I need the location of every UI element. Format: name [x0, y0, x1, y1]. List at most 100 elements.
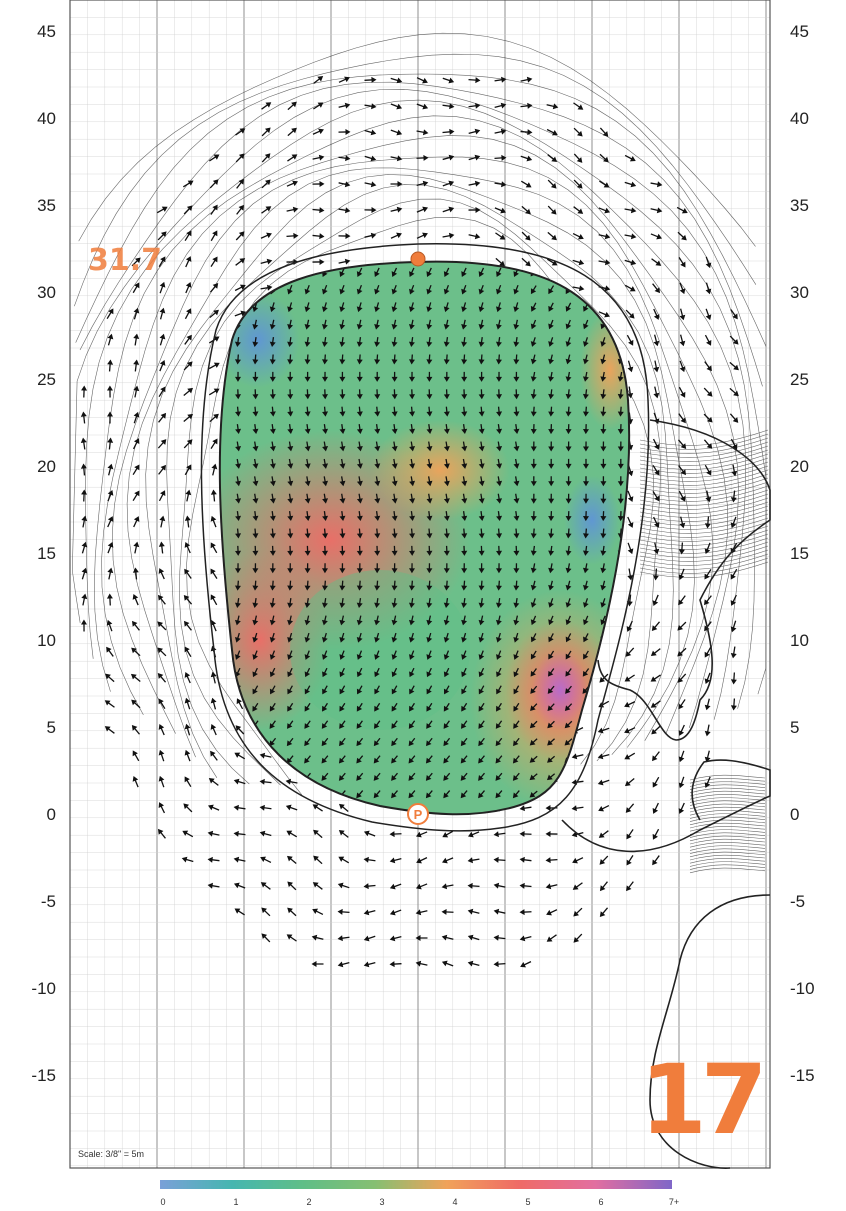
green-slope-arrow	[391, 685, 398, 695]
green-slope-arrow	[547, 738, 555, 746]
green-slope-arrow	[304, 337, 311, 348]
slope-arrow	[624, 233, 637, 240]
green-slope-arrow	[235, 528, 242, 539]
slope-arrow	[133, 516, 140, 528]
slope-arrow	[132, 464, 140, 476]
green-slope-arrow	[409, 511, 416, 522]
green-slope-arrow	[565, 458, 572, 469]
slope-contour	[639, 553, 769, 570]
green-slope-arrow	[321, 563, 328, 574]
green-slope-arrow	[548, 493, 555, 504]
slope-arrow	[571, 753, 584, 760]
green-slope-arrow	[338, 772, 346, 781]
slope-arrow	[678, 724, 685, 736]
green-slope-arrow	[495, 790, 503, 799]
slope-arrow	[653, 412, 660, 425]
slope-arrow	[156, 206, 168, 214]
slope-arrow	[184, 776, 192, 788]
green-slope-arrow	[252, 545, 259, 556]
slope-contour	[689, 806, 766, 813]
axis-label-left: -15	[31, 1066, 56, 1085]
slope-arrow	[286, 232, 299, 239]
slope-arrow	[158, 412, 167, 423]
slope-arrow	[312, 804, 323, 812]
green-slope-arrow	[548, 633, 554, 643]
green-slope-arrow	[495, 737, 503, 747]
green-slope-arrow	[234, 790, 242, 799]
green-slope-arrow	[478, 493, 485, 504]
green-slope-arrow	[565, 371, 572, 382]
green-slope-arrow	[600, 598, 607, 608]
green-slope-arrow	[391, 424, 398, 435]
slope-arrow	[208, 362, 220, 370]
slope-arrow	[652, 802, 659, 814]
slope-arrow	[158, 490, 166, 502]
green-slope-arrow	[426, 598, 433, 609]
slope-arrow	[233, 804, 246, 811]
slope-contour	[639, 549, 769, 566]
green-slope-arrow	[548, 371, 555, 382]
axis-label-right: 35	[790, 196, 809, 215]
green-slope-arrow	[321, 598, 328, 609]
slope-contour	[639, 437, 769, 454]
green-slope-arrow	[426, 685, 433, 695]
green-slope-arrow	[548, 615, 554, 626]
green-slope-arrow	[391, 389, 398, 400]
green-slope-arrow	[322, 545, 329, 556]
green-slope-arrow	[443, 267, 450, 277]
slope-arrow	[599, 855, 609, 865]
slope-arrow	[210, 568, 218, 579]
green-slope-arrow	[581, 790, 590, 798]
green-slope-arrow	[443, 650, 450, 660]
slope-arrow	[236, 178, 244, 189]
slope-contour	[689, 819, 766, 826]
green-slope-arrow	[547, 703, 555, 712]
green-slope-arrow	[478, 702, 485, 712]
slope-arrow	[650, 207, 663, 214]
green-slope-arrow	[513, 371, 520, 382]
slope-arrow	[311, 960, 324, 967]
green-slope-arrow	[269, 458, 276, 469]
slope-arrow	[626, 881, 634, 892]
green-slope-arrow	[529, 755, 538, 763]
green-slope-arrow	[582, 458, 589, 469]
green-slope-arrow	[391, 337, 398, 348]
green-slope-arrow	[530, 319, 537, 330]
slope-arrow	[107, 411, 114, 424]
slope-contour	[689, 774, 766, 781]
slope-arrow	[185, 256, 192, 268]
green-slope-arrow	[391, 354, 398, 365]
slope-arrow	[624, 154, 636, 162]
green-slope-arrow	[582, 441, 589, 452]
axis-label-right: 10	[790, 631, 809, 650]
slope-arrow	[494, 181, 507, 188]
slope-arrow	[312, 180, 325, 187]
green-slope-arrow	[461, 284, 467, 295]
green-slope-arrow	[321, 337, 328, 348]
green-slope-arrow	[443, 458, 450, 469]
green-slope-arrow	[374, 685, 380, 695]
slope-arrow	[599, 881, 608, 892]
slope-arrow	[416, 232, 428, 239]
green-slope-arrow	[356, 580, 363, 591]
green-slope-arrow	[339, 476, 346, 487]
slope-arrow	[598, 259, 611, 266]
green-slope-arrow	[443, 755, 451, 764]
green-slope-arrow	[546, 773, 556, 781]
green-slope-arrow	[304, 406, 311, 417]
slope-arrow	[261, 206, 272, 214]
green-slope-arrow	[287, 424, 294, 435]
green-slope-arrow	[495, 632, 502, 643]
green-slope-arrow	[443, 702, 450, 712]
slope-arrow	[261, 179, 271, 189]
slope-arrow	[210, 724, 217, 736]
slope-arrow	[704, 724, 711, 737]
green-slope-arrow	[252, 615, 259, 626]
green-slope-arrow	[565, 476, 572, 487]
slope-contour	[689, 784, 766, 790]
slope-arrow	[132, 594, 139, 606]
slope-arrow	[210, 515, 217, 528]
slope-arrow	[416, 180, 429, 187]
slope-arrow	[107, 567, 114, 580]
green-slope-arrow	[287, 632, 293, 643]
